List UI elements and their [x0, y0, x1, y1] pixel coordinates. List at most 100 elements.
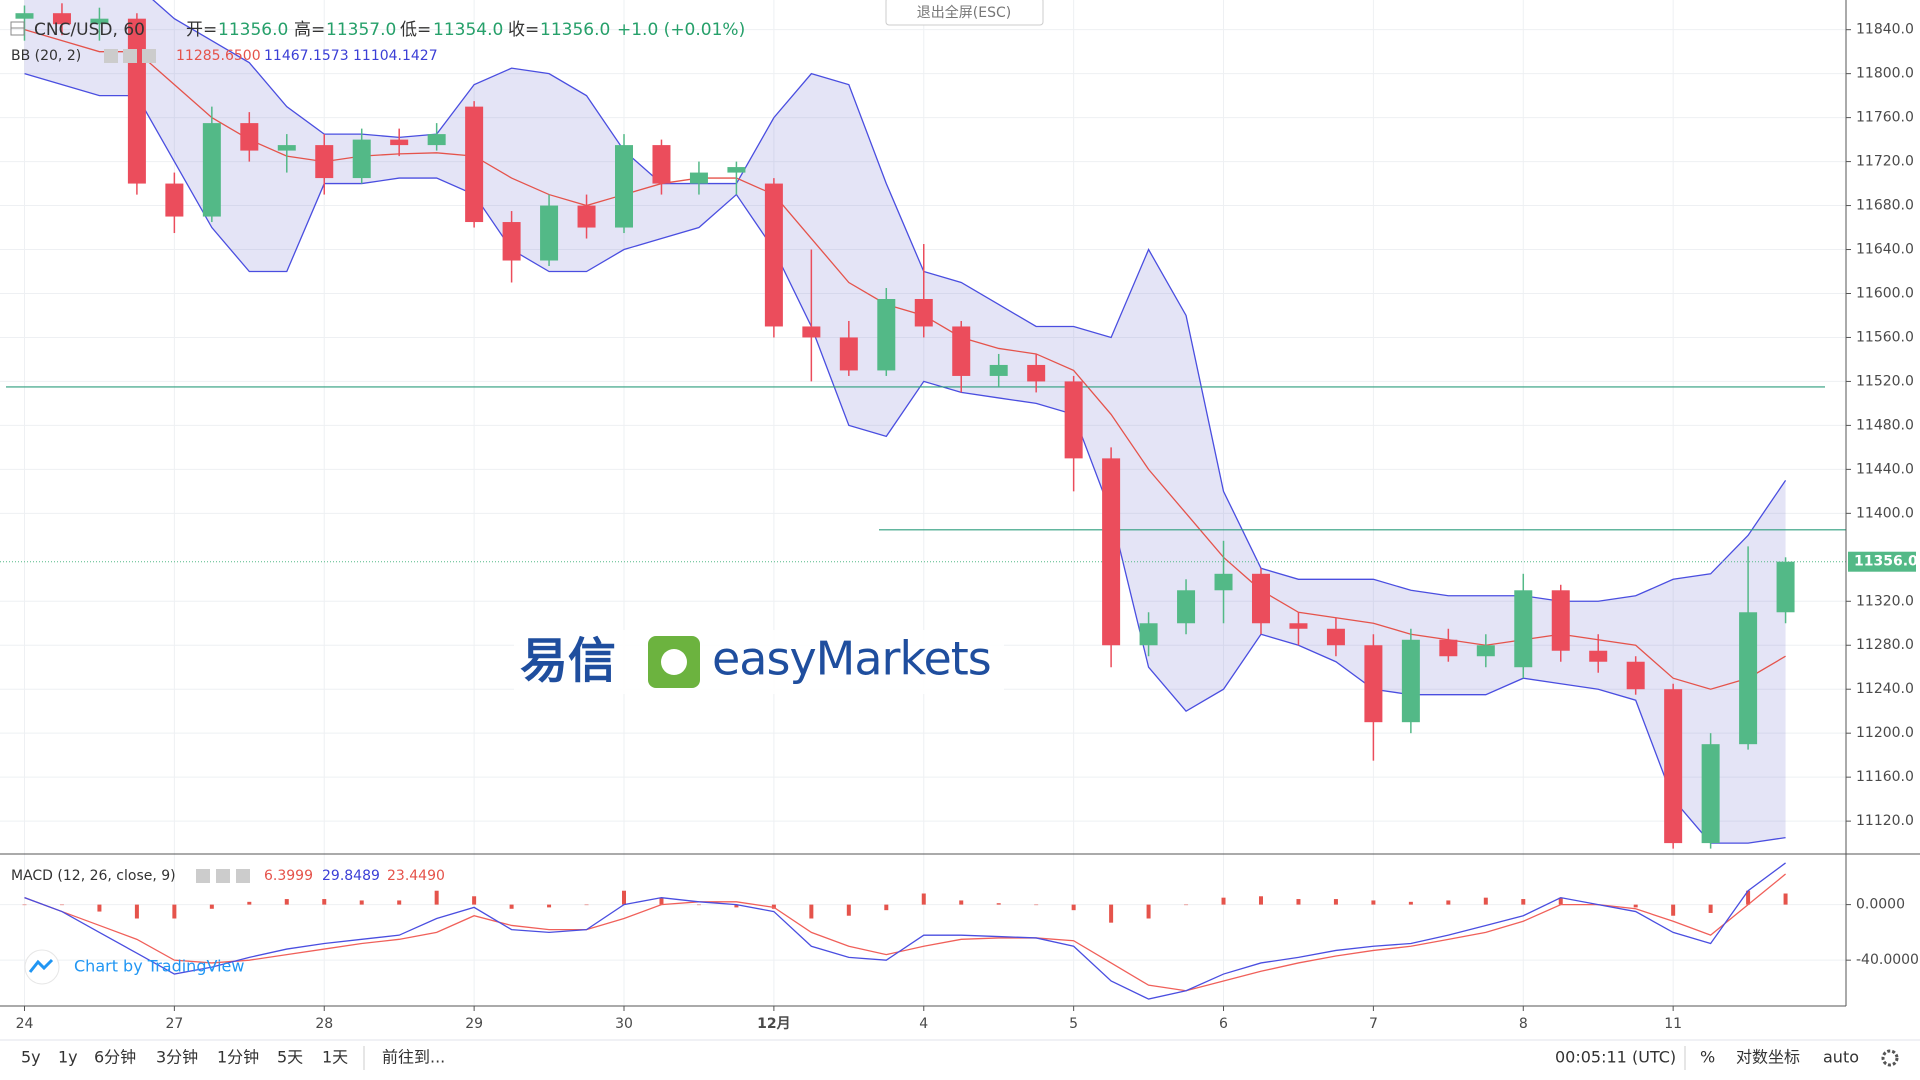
y-tick-label: 11760.0	[1856, 110, 1914, 126]
log-toggle[interactable]: 对数坐标	[1736, 1048, 1800, 1067]
macd-histogram-bar	[622, 890, 627, 905]
bb-lower-value: 11104.1427	[353, 48, 438, 64]
y-tick-label: 11640.0	[1856, 242, 1914, 258]
macd-histogram-bar	[809, 904, 814, 919]
toolbar-button[interactable]: 1y	[58, 1048, 78, 1067]
y-tick-label: 11120.0	[1856, 813, 1914, 829]
candle-body	[90, 18, 109, 25]
macd-histogram-bar	[97, 904, 102, 912]
macd-histogram-bar	[1109, 904, 1114, 923]
toolbar-button[interactable]: 6分钟	[94, 1048, 136, 1067]
change-value: +1.0 (+0.01%)	[617, 20, 745, 40]
y-tick-label: 11280.0	[1856, 637, 1914, 653]
macd-histogram-bar	[1296, 899, 1301, 905]
candle-body	[127, 18, 146, 184]
x-tick-label: 27	[165, 1016, 183, 1032]
bb-legend-icons[interactable]	[104, 49, 156, 63]
macd-histogram-bar	[547, 904, 552, 908]
macd-legend-icons[interactable]	[196, 869, 250, 883]
macd-histogram-bar	[359, 900, 364, 905]
candle-body	[502, 222, 521, 261]
candle-body	[1064, 381, 1083, 459]
y-tick-label: -40.0000	[1856, 952, 1919, 968]
x-tick-label: 28	[315, 1016, 333, 1032]
macd-histogram-bar	[509, 904, 514, 909]
y-tick-label: 11720.0	[1856, 154, 1914, 170]
macd-histogram-bar	[397, 900, 402, 905]
labels: 11120.0 11160.0 11200.0 11240.0 11280.0 11320…	[16, 22, 1919, 1032]
candle-body	[1476, 645, 1495, 657]
icon[interactable]	[196, 869, 210, 883]
percent-toggle[interactable]: %	[1700, 1048, 1715, 1067]
icon[interactable]	[123, 49, 137, 63]
candle-body	[689, 172, 708, 184]
macd-histogram-bar	[1708, 904, 1713, 913]
icon[interactable]	[142, 49, 156, 63]
candle-body	[427, 134, 446, 146]
candle-body	[989, 364, 1008, 376]
candle-body	[1514, 590, 1533, 668]
candle-body	[390, 139, 409, 146]
symbol: CNC/USD, 60	[34, 20, 145, 40]
toolbar-button[interactable]: 5y	[21, 1048, 41, 1067]
macd-histogram-bar	[1221, 897, 1226, 905]
toolbar-button[interactable]: 3分钟	[156, 1048, 198, 1067]
toolbar-button[interactable]: 1天	[322, 1048, 348, 1067]
macd-histogram-bar	[959, 900, 964, 905]
settings-icon[interactable]	[1881, 1049, 1899, 1067]
exit-fullscreen-text[interactable]: 退出全屏(ESC)	[917, 4, 1011, 21]
auto-toggle[interactable]: auto	[1823, 1048, 1859, 1067]
macd-histogram-bar	[172, 904, 177, 919]
bb-lower-line	[24, 73, 1786, 844]
macd-histogram-bar	[846, 904, 851, 916]
icon[interactable]	[236, 869, 250, 883]
icon[interactable]	[216, 869, 230, 883]
candle-body	[1589, 650, 1608, 662]
y-tick-label: 11200.0	[1856, 725, 1914, 741]
macd-pane	[22, 862, 1788, 1000]
bb-upper-line	[152, 0, 1787, 602]
y-tick-label: 11160.0	[1856, 769, 1914, 785]
macd-line	[24, 862, 1786, 1000]
bb-upper-value: 11467.1573	[264, 48, 349, 64]
logo-cn: 易信	[520, 633, 616, 689]
macd-histogram-bar	[1521, 899, 1526, 905]
toolbar-button[interactable]: 前往到...	[382, 1048, 445, 1067]
toolbar: 00:05:11 (UTC) % 对数坐标 auto 5y 1y 6分钟 3分钟 1分钟…	[21, 1046, 1899, 1070]
low-label: 低=	[400, 20, 431, 40]
macd-histogram-bar	[1746, 890, 1751, 905]
candle-body	[1364, 645, 1383, 723]
tv-logo	[28, 958, 54, 973]
signal-line	[24, 873, 1786, 992]
candle-body	[1701, 744, 1720, 844]
icon[interactable]	[104, 49, 118, 63]
high-value: 11357.0	[326, 20, 396, 40]
candle-body	[202, 123, 221, 217]
y-tick-label: 11800.0	[1856, 66, 1914, 82]
macd-value: 29.8489	[322, 868, 380, 884]
y-tick-label: 11600.0	[1856, 285, 1914, 301]
candle-body	[877, 298, 896, 371]
toolbar-button[interactable]: 5天	[277, 1048, 303, 1067]
candle-body	[1102, 458, 1121, 646]
x-tick-label: 5	[1069, 1016, 1078, 1032]
x-tick-label: 7	[1369, 1016, 1378, 1032]
clock: 00:05:11 (UTC)	[1555, 1048, 1676, 1067]
macd-histogram-bar	[696, 904, 701, 906]
y-tick-label: 11520.0	[1856, 373, 1914, 389]
candle-body	[1551, 590, 1570, 651]
logo-dot	[661, 649, 687, 675]
candle-body	[352, 139, 371, 179]
x-tick-label: 30	[615, 1016, 633, 1032]
logo-en: easyMarkets	[712, 632, 991, 686]
attribution[interactable]: Chart by TradingView	[74, 957, 244, 976]
macd-histogram-bar	[1633, 904, 1638, 908]
exit-fullscreen-button[interactable]	[885, 0, 1044, 26]
close-value: 11356.0	[540, 20, 610, 40]
toolbar-button[interactable]: 1分钟	[217, 1048, 259, 1067]
macd-histogram-bar	[1483, 897, 1488, 905]
candle-body	[615, 145, 634, 228]
open-value: 11356.0	[218, 20, 288, 40]
macd-histogram-bar	[284, 899, 289, 905]
